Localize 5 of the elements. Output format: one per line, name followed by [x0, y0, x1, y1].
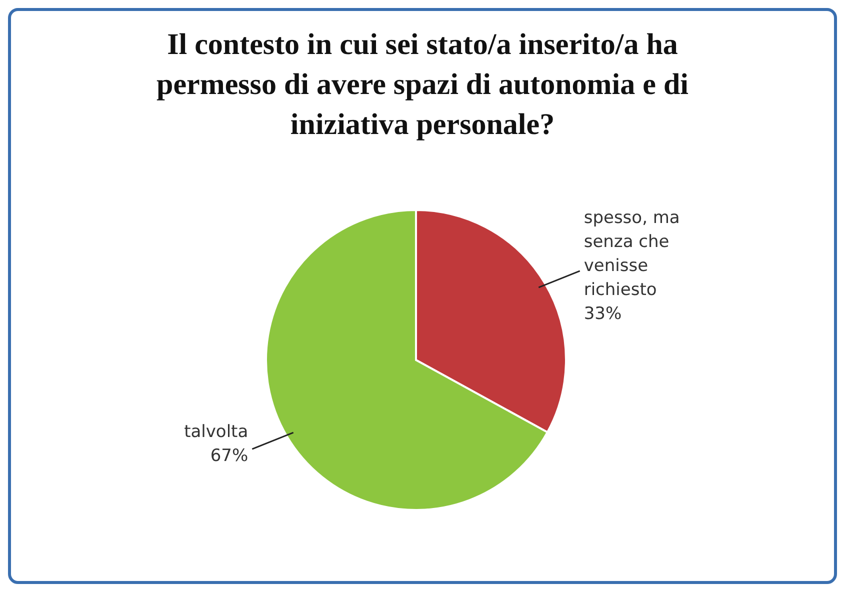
data-label: 33%: [584, 304, 622, 324]
data-label: 67%: [210, 446, 248, 466]
slice-label: talvolta: [184, 422, 248, 442]
chart-title: Il contesto in cui sei stato/a inserito/a ha permesso di avere spazi di autonomia e di iniziativa personale?: [156, 27, 690, 143]
slice-label: spesso, ma senza che venisse richiesto: [584, 208, 680, 300]
